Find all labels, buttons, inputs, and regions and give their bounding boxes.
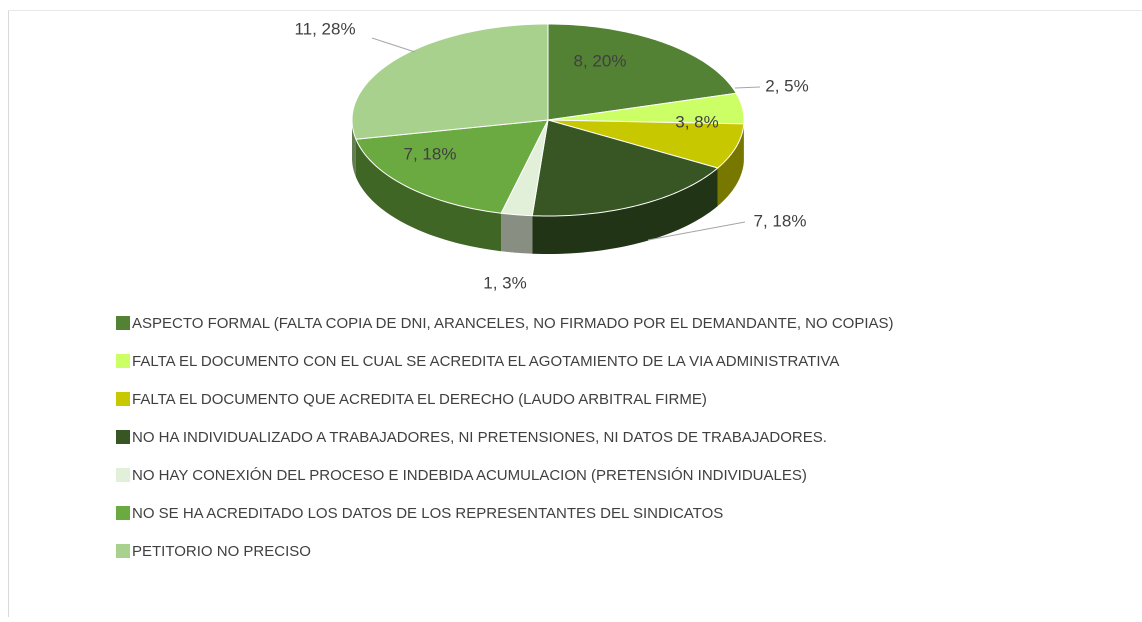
legend-label: FALTA EL DOCUMENTO CON EL CUAL SE ACREDI… — [132, 353, 839, 370]
leader-line — [735, 87, 760, 88]
leader-line — [372, 38, 415, 52]
legend-swatch — [116, 354, 130, 368]
legend-swatch — [116, 468, 130, 482]
legend-swatch — [116, 316, 130, 330]
legend-swatch — [116, 544, 130, 558]
data-label: 11, 28% — [294, 19, 355, 38]
data-label: 3, 8% — [675, 112, 718, 131]
legend-label: PETITORIO NO PRECISO — [132, 543, 311, 560]
slice-side — [501, 213, 532, 253]
legend-label: NO HA INDIVIDUALIZADO A TRABAJADORES, NI… — [132, 429, 827, 446]
legend-label: FALTA EL DOCUMENTO QUE ACREDITA EL DEREC… — [132, 391, 707, 408]
legend-label: NO HAY CONEXIÓN DEL PROCESO E INDEBIDA A… — [132, 467, 807, 484]
legend-label: NO SE HA ACREDITADO LOS DATOS DE LOS REP… — [132, 505, 723, 522]
legend-swatch — [116, 392, 130, 406]
data-label: 7, 18% — [404, 144, 457, 163]
data-label: 7, 18% — [754, 211, 807, 230]
legend-label: ASPECTO FORMAL (FALTA COPIA DE DNI, ARAN… — [132, 315, 894, 332]
data-label: 2, 5% — [765, 76, 808, 95]
data-label: 8, 20% — [574, 51, 627, 70]
legend-swatch — [116, 506, 130, 520]
legend-swatch — [116, 430, 130, 444]
data-label: 1, 3% — [483, 273, 526, 292]
